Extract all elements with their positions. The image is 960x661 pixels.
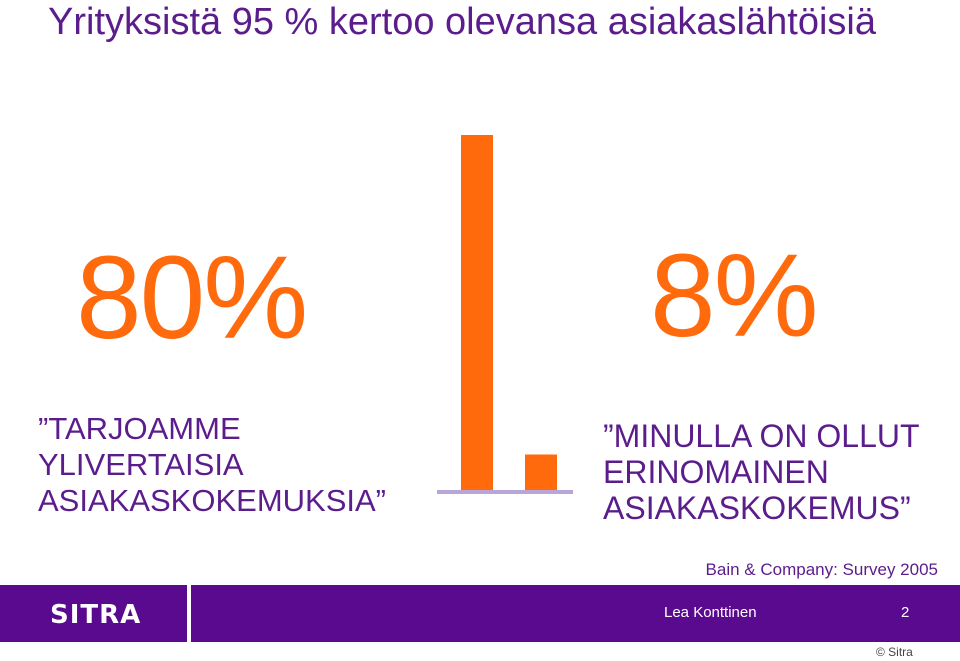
footer-divider [187, 585, 191, 642]
bar-chart [437, 135, 573, 494]
footer-author: Lea Konttinen [664, 604, 757, 621]
sitra-logo: SITRA [0, 585, 187, 642]
left-quote-line: YLIVERTAISIA [38, 447, 244, 482]
left-quote-line: ”TARJOAMME [38, 411, 241, 446]
footer-bar: SITRA Lea Konttinen 2 [0, 585, 960, 642]
right-quote: ”MINULLA ON OLLUT ERINOMAINEN ASIAKASKOK… [603, 418, 920, 526]
page-number: 2 [901, 604, 910, 621]
sitra-logo-mark: SITRA [50, 600, 141, 630]
slide-title: Yrityksistä 95 % kertoo olevansa asiakas… [48, 1, 876, 43]
bar-1 [461, 135, 493, 490]
left-quote-line: ASIAKASKOKEMUKSIA” [38, 483, 386, 518]
source-citation: Bain & Company: Survey 2005 [705, 560, 938, 579]
right-quote-line: ASIAKASKOKEMUS” [603, 490, 911, 526]
bar-2 [525, 454, 557, 490]
sitra-logo-text: SITRA [50, 600, 141, 630]
right-quote-line: ”MINULLA ON OLLUT [603, 418, 920, 454]
left-percentage: 80% [76, 232, 308, 364]
right-percentage: 8% [650, 230, 819, 362]
right-quote-line: ERINOMAINEN [603, 454, 829, 490]
copyright-notice: © Sitra [876, 645, 913, 659]
x-axis-line [437, 490, 573, 494]
left-quote: ”TARJOAMME YLIVERTAISIA ASIAKASKOKEMUKSI… [38, 411, 386, 519]
